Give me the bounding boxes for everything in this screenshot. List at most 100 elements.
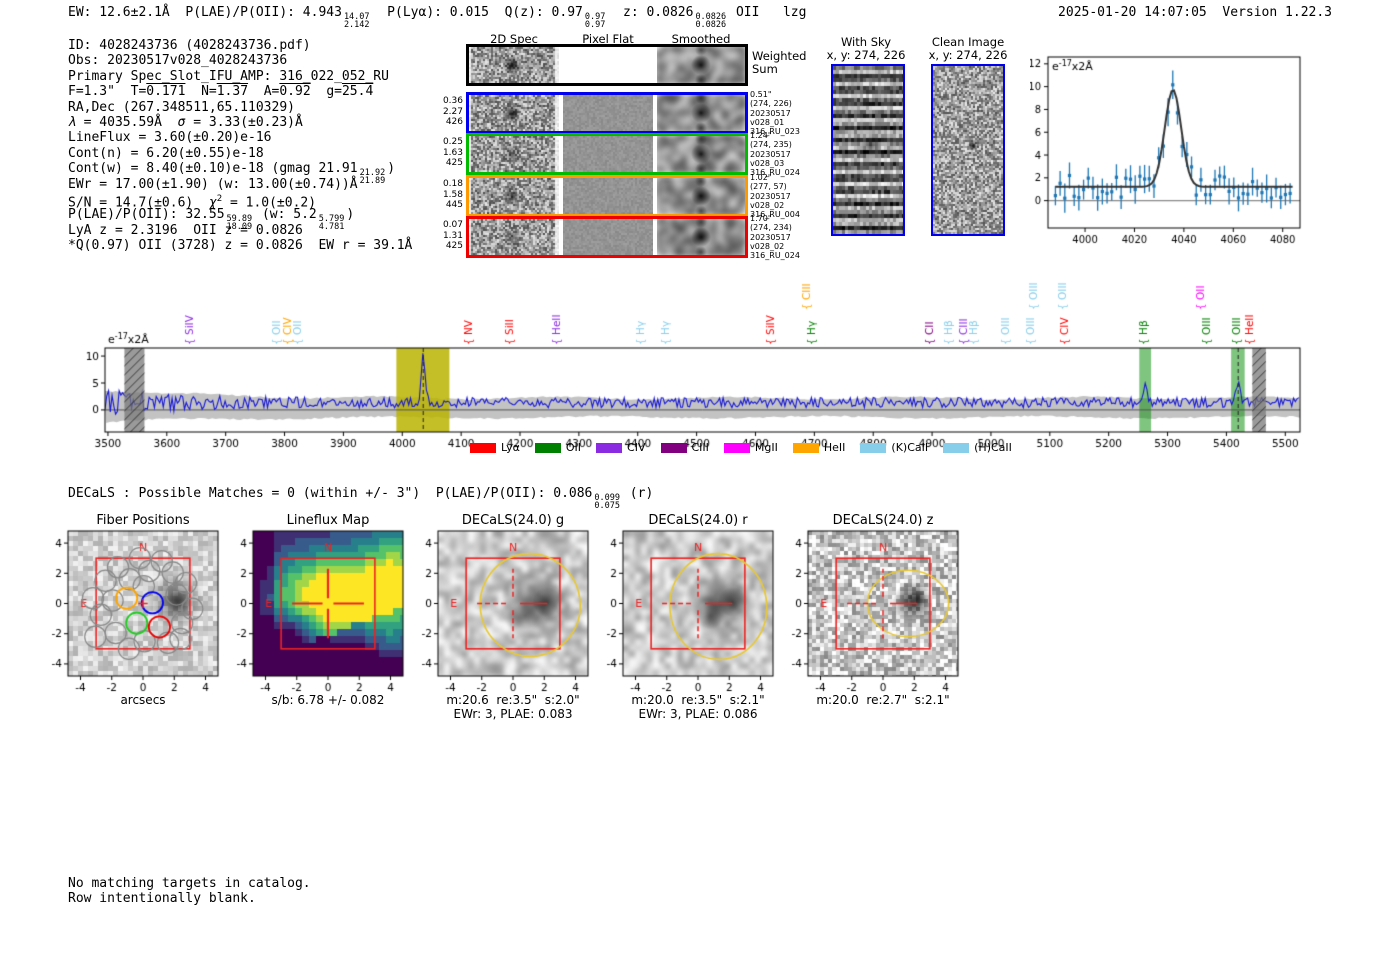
info-line-4-seg-4: A=: [248, 84, 280, 100]
info-line-11-seg-3: = 1.0(±0.2): [222, 195, 317, 211]
cutout-row-2-right-labels: 1.24" (274, 235) 20230517 v028_03 316_RU_024: [750, 131, 800, 178]
report-datetime: 2025-01-20 14:07:05: [1058, 5, 1207, 20]
clean-image-title-text: Clean Image: [931, 35, 1005, 49]
line-fit-inset-chart: [1030, 48, 1340, 248]
cutout-row-2-img-1: [563, 136, 653, 172]
info-line-10: EWr = 17.00(±1.90) (w: 13.00(±0.74))Å: [68, 177, 412, 192]
info-line-4-seg-2: N=: [185, 84, 217, 100]
col-header-smoothed: Smoothed: [671, 32, 731, 46]
panel-xlabel-decals-g: m:20.6 re:3.5" s:2.0": [446, 693, 580, 707]
panel-xlabel-decals-r: m:20.0 re:3.5" s:2.1": [631, 693, 765, 707]
panel-title-decals-g: DECaLS(24.0) g: [461, 513, 565, 528]
cutout-row-4-right-labels: 1.70" (274, 234) 20230517 v028_02 316_RU_024: [750, 214, 800, 261]
info-line-4-seg-7: 25.4: [341, 84, 374, 100]
cutout-row-0-img-0: [469, 47, 559, 83]
clean-image-title: Clean Image x, y: 274, 226: [918, 36, 1018, 62]
info-line-4-seg-0: F=1.3" T=: [68, 84, 147, 100]
panel-plot-decals-r: [591, 525, 791, 700]
legend-label-0: Lyα: [501, 441, 520, 454]
header-stack-1: 14.07 2.142: [343, 12, 370, 30]
cutout-row-2-img-2: [657, 136, 745, 172]
cutout-row-4: [466, 216, 748, 258]
header-stack-3: 0.97 0.97: [584, 12, 606, 30]
legend-item-(K)CaII: (K)CaII: [860, 441, 928, 454]
cutout-row-1-right-labels: 0.51" (274, 226) 20230517 v028_01 316_RU_023: [750, 90, 800, 137]
legend-label-1: OII: [565, 441, 582, 454]
header-seg-6: OII lzg: [728, 5, 807, 20]
info-line-14: *Q(0.97) OII (3728) z = 0.0826 EW r = 39…: [68, 238, 412, 253]
panel-title-fiber: Fiber Positions: [96, 513, 190, 528]
cutout-row-2-left-labels: 0.25 1.63 425: [442, 137, 463, 168]
info-line-12-stack-1: 59.89 18.09: [226, 214, 253, 233]
cutout-row-3-img-2: [657, 178, 745, 214]
cutout-row-2: [466, 133, 748, 175]
info-line-3: Primary Spec_Slot_IFU_AMP: 316_022_052_R…: [68, 69, 412, 84]
legend-item-(H)CaII: (H)CaII: [943, 441, 1012, 454]
legend-swatch-0: [470, 442, 496, 453]
info-line-6-seg-0: λ: [68, 114, 76, 130]
info-line-6-seg-3: = 3.33(±0.23)Å: [185, 114, 303, 130]
panel-xlabel-fiber: arcsecs: [120, 693, 166, 707]
cutout-row-1-img-1: [563, 95, 653, 131]
cutout-row-2-img-0: [469, 136, 559, 172]
header-stack-5: 0.0826 0.0826: [695, 12, 727, 30]
info-line-11-seg-0: S/N = 14.7(±0.6): [68, 195, 209, 211]
info-line-9: Cont(w) = 8.40(±0.10)e-18 (gmag 21.91 21.…: [68, 161, 412, 185]
with-sky-title: With Sky x, y: 274, 226: [816, 36, 916, 62]
info-line-11-seg-1: χ: [208, 195, 217, 211]
panel-plot-decals-g: [406, 525, 606, 700]
legend-item-Lyα: Lyα: [470, 441, 520, 454]
cutout-row-3-left-labels: 0.18 1.58 445: [442, 179, 463, 210]
report-version: Version 1.22.3: [1222, 5, 1332, 20]
info-line-4-seg-5: 0.92: [279, 84, 311, 100]
decals-seg-0: DECaLS : Possible Matches = 0 (within +/…: [68, 486, 593, 501]
info-line-7: LineFlux = 3.60(±0.20)e-16: [68, 130, 412, 145]
info-line-6-seg-2: σ: [177, 114, 186, 130]
legend-label-3: CIII: [691, 441, 709, 454]
info-line-12: P(LAE)/P(OII): 32.55 59.89 18.09 (w: 5.2 5.…: [68, 207, 412, 231]
panel-title-decals-r: DECaLS(24.0) r: [648, 513, 748, 528]
info-line-8-seg-0: Cont(n) = 6.20(±0.55)e-18: [68, 145, 264, 161]
info-line-4-seg-6: g=: [310, 84, 342, 100]
legend-swatch-2: [596, 442, 623, 453]
legend-swatch-6: [860, 442, 887, 453]
legend-item-MgII: MgII: [723, 441, 778, 454]
info-line-1: ID: 4028243736 (4028243736.pdf): [68, 38, 412, 53]
info-line-13-seg-0: LyA z = 2.3196 OII z = 0.0826: [68, 222, 303, 238]
info-line-4: F=1.3" T=0.171 N=1.37 A=0.92 g=25.4: [68, 84, 412, 99]
cutout-row-4-img-0: [469, 219, 559, 255]
panel-xlabel-decals-z: m:20.0 re:2.7" s:2.1": [816, 693, 950, 707]
cutout-row-3-right-labels: 1.02" (277, 57) 20230517 v028_02 316_RU_004: [750, 173, 800, 220]
info-line-2: Obs: 20230517v028_4028243736: [68, 53, 412, 68]
cutout-row-4-img-2: [657, 219, 745, 255]
legend-label-2: CIV: [627, 441, 646, 454]
legend-item-CIV: CIV: [596, 441, 646, 454]
panel-title-decals-z: DECaLS(24.0) z: [832, 513, 934, 528]
weighted-sum-label: Weighted Sum: [752, 49, 807, 76]
header-seg-4: z: 0.0826: [607, 5, 694, 20]
info-line-4-seg-1: 0.171: [146, 84, 186, 100]
info-line-12-seg-4: ): [346, 207, 355, 223]
info-line-6: λ = 4035.59Å σ = 3.33(±0.23)Å: [68, 115, 412, 130]
info-line-12-seg-0: P(LAE)/P(OII): 32.55: [68, 207, 225, 223]
legend-label-7: (H)CaII: [974, 441, 1012, 454]
panel-plot-fiber: [36, 525, 236, 700]
panel-title-lineflux: Lineflux Map: [286, 513, 370, 528]
legend-swatch-5: [792, 442, 819, 453]
legend-swatch-4: [723, 442, 750, 453]
legend-item-HeII: HeII: [792, 441, 845, 454]
decals-seg-2: (r): [621, 486, 654, 501]
info-line-11-sup-2: 2: [216, 193, 223, 204]
cutout-row-1-img-2: [657, 95, 745, 131]
legend-item-OII: OII: [534, 441, 582, 454]
info-line-10-seg-0: EWr = 17.00(±1.90) (w: 13.00(±0.74))Å: [68, 176, 358, 192]
col-header-2d-spec: 2D Spec: [490, 32, 538, 46]
info-line-9-stack-1: 21.92 21.89: [359, 168, 386, 187]
cutout-row-0-img-2: [657, 47, 745, 83]
cutout-row-0-img-1: [563, 47, 653, 83]
info-line-5-seg-0: RA,Dec (267.348511,65.110329): [68, 99, 295, 115]
cutout-row-3: [466, 175, 748, 217]
panel-plot-decals-z: [776, 525, 976, 700]
cutout-row-4-img-1: [563, 219, 653, 255]
